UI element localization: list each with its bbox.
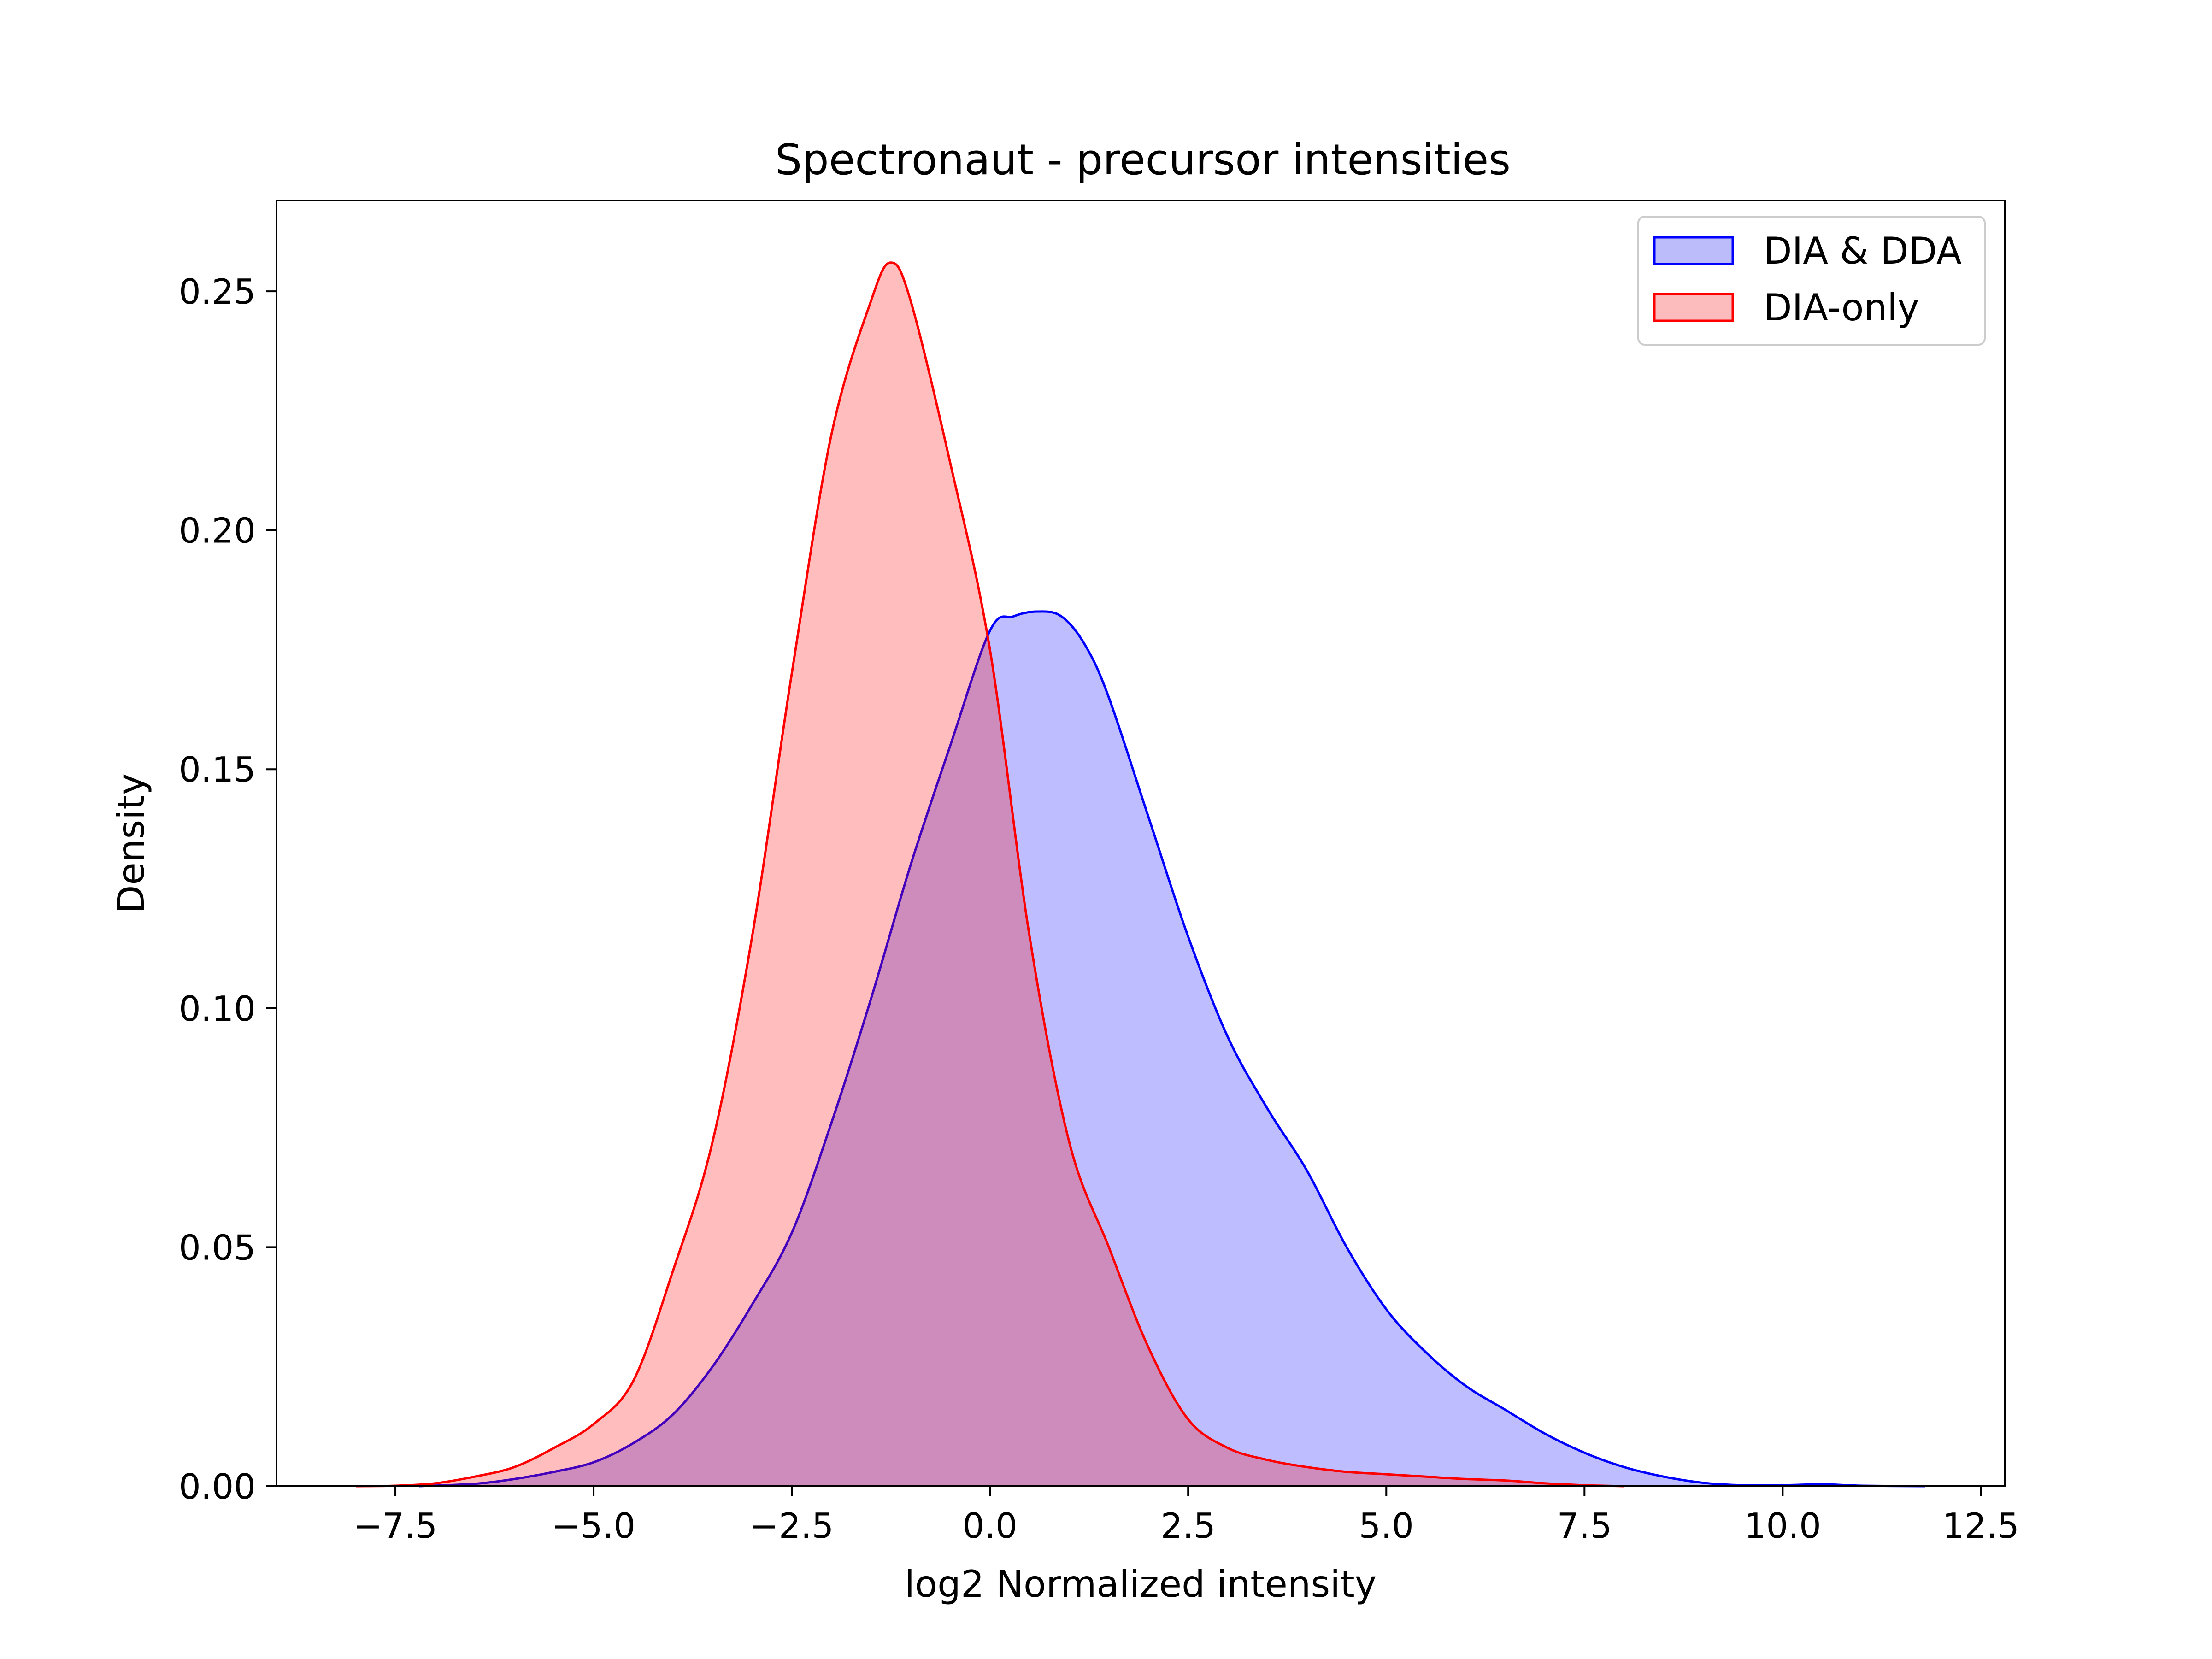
x-axis: −7.5 −5.0 −2.5 0.0 2.5 5.0 7.5 10.0 12.5 <box>353 1486 2019 1546</box>
legend-label-dia-only: DIA-only <box>1764 286 1919 329</box>
series-layer <box>355 261 1926 1488</box>
legend-swatch-dia-dda <box>1653 236 1734 265</box>
y-tick-label: 0.25 <box>179 271 256 312</box>
legend: DIA & DDA DIA-only <box>1637 216 1986 346</box>
x-tick-label: −5.0 <box>552 1506 635 1546</box>
x-tick-label: −7.5 <box>353 1506 437 1546</box>
density-area-dia-only <box>356 262 1624 1486</box>
density-area-dia-dda <box>419 611 1925 1486</box>
y-tick-label: 0.15 <box>179 749 256 790</box>
x-tick-label: 12.5 <box>1942 1506 2019 1546</box>
y-axis-label: Density <box>110 773 153 913</box>
legend-label-dia-dda: DIA & DDA <box>1764 229 1962 272</box>
x-tick-label: 0.0 <box>963 1506 1018 1546</box>
legend-swatch-dia-only <box>1653 293 1734 322</box>
density-line-dia-only <box>355 261 1624 1488</box>
y-tick-label: 0.20 <box>179 511 256 551</box>
x-axis-label: log2 Normalized intensity <box>905 1563 1377 1606</box>
x-tick-label: 5.0 <box>1359 1506 1414 1546</box>
y-tick-label: 0.10 <box>179 988 256 1029</box>
x-tick-label: −2.5 <box>750 1506 834 1546</box>
y-tick-label: 0.00 <box>179 1466 256 1507</box>
y-axis: 0.00 0.05 0.10 0.15 0.20 0.25 <box>179 271 276 1507</box>
chart-title: Spectronaut - precursor intensities <box>775 135 1511 184</box>
y-tick-label: 0.05 <box>179 1227 256 1268</box>
x-tick-label: 7.5 <box>1557 1506 1612 1546</box>
plot-frame <box>276 200 2006 1487</box>
density-line-dia-dda <box>419 610 1926 1488</box>
x-tick-label: 10.0 <box>1744 1506 1821 1546</box>
x-tick-label: 2.5 <box>1161 1506 1216 1546</box>
